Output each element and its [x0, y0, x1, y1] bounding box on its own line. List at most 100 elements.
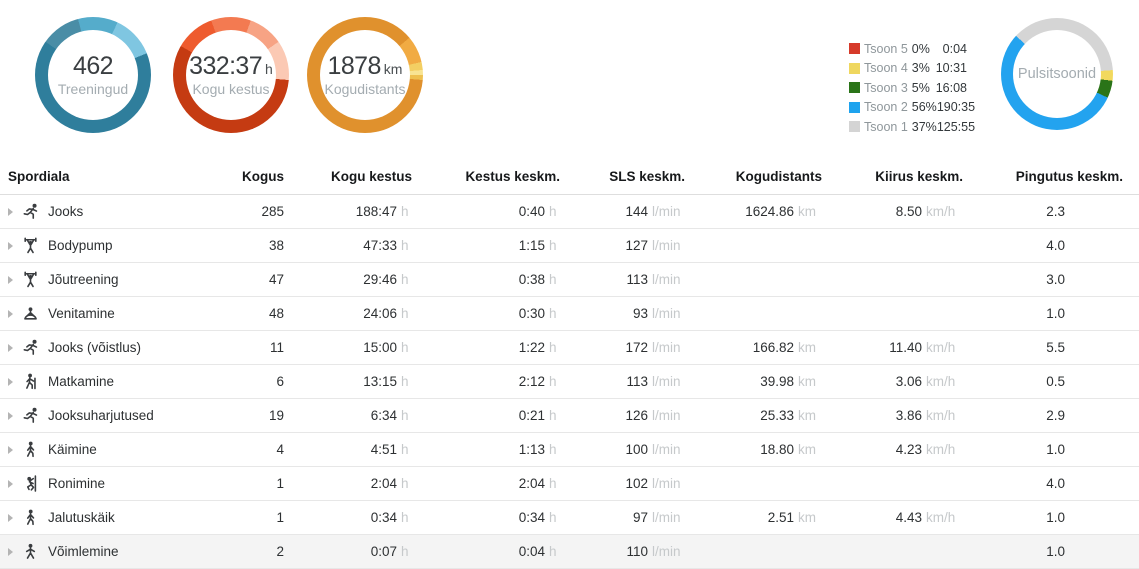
hours-unit: h [401, 442, 409, 457]
expand-caret-icon[interactable] [8, 445, 13, 454]
expand-caret-icon[interactable] [8, 241, 13, 250]
count-cell: 47 [240, 262, 290, 297]
hours-unit: h [549, 204, 557, 219]
workouts-count: 462 [73, 51, 114, 80]
total-duration-cell: 15:00 h [290, 330, 418, 365]
summary-panel: 462 Treeningud 332:37 h Kogu kestus 1878 k… [0, 0, 1139, 160]
avg-effort-cell: 3.0 [969, 262, 1139, 297]
avg-duration-cell: 1:15 h [418, 228, 566, 263]
hours-unit: h [401, 340, 409, 355]
sport-name: Bodypump [48, 238, 113, 253]
total-distance-cell: 166.82 km [691, 330, 828, 365]
avg-speed-cell: 4.23 km/h [828, 432, 969, 467]
expand-caret-icon[interactable] [8, 377, 13, 386]
stretch-icon [22, 305, 39, 322]
sport-name: Jalutuskäik [48, 510, 115, 525]
gymnast-icon [22, 543, 39, 560]
table-row[interactable]: Matkamine 6 13:15 h 2:12 h 113 l/min 39.98 k… [0, 364, 1139, 399]
lmin-unit: l/min [652, 340, 681, 355]
expand-caret-icon[interactable] [8, 343, 13, 352]
sport-name: Jooks [48, 204, 84, 219]
count-cell: 48 [240, 296, 290, 331]
zone-label: Tsoon 4 [864, 61, 908, 76]
total-distance-cell [691, 466, 828, 501]
hours-unit: h [549, 442, 557, 457]
sport-name: Matkamine [48, 374, 115, 389]
sport-name: Jõutreening [48, 272, 119, 287]
total-duration-donut-chart: 332:37 h Kogu kestus [173, 17, 289, 133]
table-row[interactable]: Venitamine 48 24:06 h 0:30 h 93 l/min 1.0 [0, 296, 1139, 331]
zone-color-swatch [849, 43, 860, 55]
zone-color-swatch [849, 121, 860, 133]
count-cell: 285 [240, 194, 290, 229]
legend-item: Tsoon 3 5% 16:08 [849, 78, 967, 98]
zone-color-swatch [849, 101, 860, 113]
avg-hr-cell: 126 l/min [566, 398, 691, 433]
column-header-avg-duration[interactable]: Kestus keskm. [418, 160, 566, 195]
climber-icon [22, 475, 39, 492]
column-header-avg-effort[interactable]: Pingutus keskm. [969, 160, 1139, 195]
runner-icon [22, 407, 39, 424]
sport-name: Jooks (võistlus) [48, 340, 142, 355]
table-row[interactable]: Võimlemine 2 0:07 h 0:04 h 110 l/min 1.0 [0, 534, 1139, 569]
column-header-avg-hr[interactable]: SLS keskm. [566, 160, 691, 195]
zone-percent: 56% [911, 100, 937, 115]
sport-name: Käimine [48, 442, 97, 457]
zone-color-swatch [849, 82, 860, 94]
pulse-zones-donut-center: Pulsitsoonid [1013, 30, 1101, 118]
count-cell: 38 [240, 228, 290, 263]
avg-hr-cell: 172 l/min [566, 330, 691, 365]
hours-unit: h [265, 60, 273, 77]
total-distance-cell: 2.51 km [691, 500, 828, 535]
avg-effort-cell: 4.0 [969, 466, 1139, 501]
zone-time: 0:04 [942, 41, 967, 56]
km-unit: km [383, 60, 403, 77]
table-row[interactable]: Käimine 4 4:51 h 1:13 h 100 l/min 18.80 km 4… [0, 432, 1139, 467]
avg-effort-cell: 1.0 [969, 534, 1139, 569]
sports-summary-table: Spordiala Kogus Kogu kestus Kestus keskm… [0, 160, 1139, 569]
avg-duration-cell: 0:40 h [418, 194, 566, 229]
table-row[interactable]: Jooks 285 188:47 h 0:40 h 144 l/min 1624.86… [0, 194, 1139, 229]
column-header-sport[interactable]: Spordiala [0, 160, 240, 195]
count-cell: 4 [240, 432, 290, 467]
expand-caret-icon[interactable] [8, 547, 13, 556]
expand-caret-icon[interactable] [8, 411, 13, 420]
avg-hr-cell: 127 l/min [566, 228, 691, 263]
column-header-total-distance[interactable]: Kogudistants [691, 160, 828, 195]
avg-speed-cell [828, 228, 969, 263]
total-distance-cell: 25.33 km [691, 398, 828, 433]
hours-unit: h [549, 510, 557, 525]
zone-time: 16:08 [935, 80, 967, 95]
lmin-unit: l/min [652, 238, 681, 253]
avg-duration-cell: 0:21 h [418, 398, 566, 433]
avg-hr-cell: 100 l/min [566, 432, 691, 467]
column-header-total-duration[interactable]: Kogu kestus [290, 160, 418, 195]
expand-caret-icon[interactable] [8, 479, 13, 488]
table-row[interactable]: Jalutuskäik 1 0:34 h 0:34 h 97 l/min 2.51 km… [0, 500, 1139, 535]
table-row[interactable]: Ronimine 1 2:04 h 2:04 h 102 l/min 4.0 [0, 466, 1139, 501]
runner-icon [22, 203, 39, 220]
table-row[interactable]: Bodypump 38 47:33 h 1:15 h 127 l/min 4.0 [0, 228, 1139, 263]
expand-caret-icon[interactable] [8, 275, 13, 284]
hours-unit: h [549, 306, 557, 321]
expand-caret-icon[interactable] [8, 513, 13, 522]
table-row[interactable]: Jooksuharjutused 19 6:34 h 0:21 h 126 l/min… [0, 398, 1139, 433]
column-header-avg-speed[interactable]: Kiirus keskm. [828, 160, 969, 195]
sport-name: Võimlemine [48, 544, 119, 559]
expand-caret-icon[interactable] [8, 207, 13, 216]
count-cell: 19 [240, 398, 290, 433]
column-header-count[interactable]: Kogus [240, 160, 290, 195]
expand-caret-icon[interactable] [8, 309, 13, 318]
sport-name: Venitamine [48, 306, 115, 321]
avg-speed-cell: 11.40 km/h [828, 330, 969, 365]
avg-duration-cell: 0:04 h [418, 534, 566, 569]
kmh-unit: km/h [926, 204, 956, 219]
table-row[interactable]: Jõutreening 47 29:46 h 0:38 h 113 l/min 3.0 [0, 262, 1139, 297]
hours-unit: h [401, 510, 409, 525]
avg-speed-cell: 3.86 km/h [828, 398, 969, 433]
avg-effort-cell: 4.0 [969, 228, 1139, 263]
table-row[interactable]: Jooks (võistlus) 11 15:00 h 1:22 h 172 l/mi… [0, 330, 1139, 365]
total-distance-cell: 39.98 km [691, 364, 828, 399]
zone-label: Tsoon 1 [864, 119, 908, 134]
runner-icon [22, 339, 39, 356]
